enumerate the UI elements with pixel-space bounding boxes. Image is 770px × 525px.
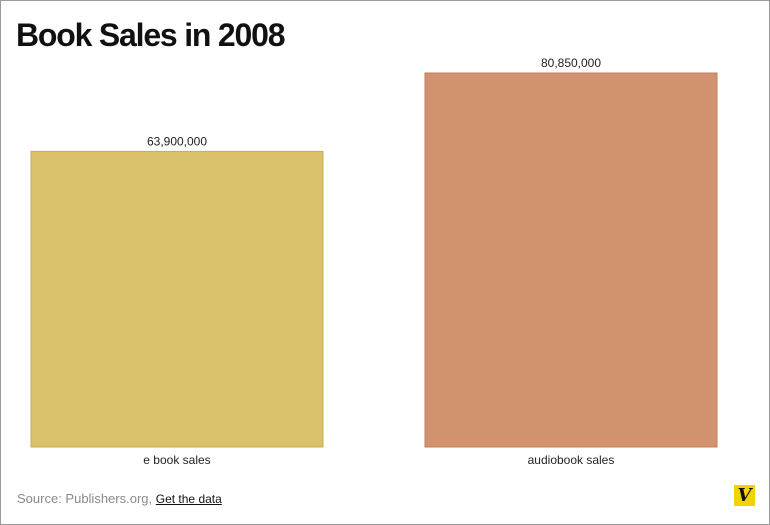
bars-group: 63,900,000 e book sales 80,850,000 audioboo… bbox=[30, 56, 718, 467]
chart-title: Book Sales in 2008 bbox=[16, 17, 286, 53]
source-text: Source: Publishers.org, bbox=[17, 491, 153, 506]
value-label-1: 80,850,000 bbox=[541, 56, 601, 70]
logo-letter: V bbox=[737, 485, 752, 506]
vox-logo-icon: V bbox=[734, 485, 755, 506]
category-label-0: e book sales bbox=[143, 453, 210, 467]
bar-1 bbox=[424, 72, 718, 448]
value-label-0: 63,900,000 bbox=[147, 134, 207, 148]
footer: Source: Publishers.org, Get the data bbox=[17, 491, 222, 506]
get-the-data-link[interactable]: Get the data bbox=[155, 492, 222, 506]
bar-0 bbox=[30, 150, 324, 448]
category-label-1: audiobook sales bbox=[528, 453, 615, 467]
